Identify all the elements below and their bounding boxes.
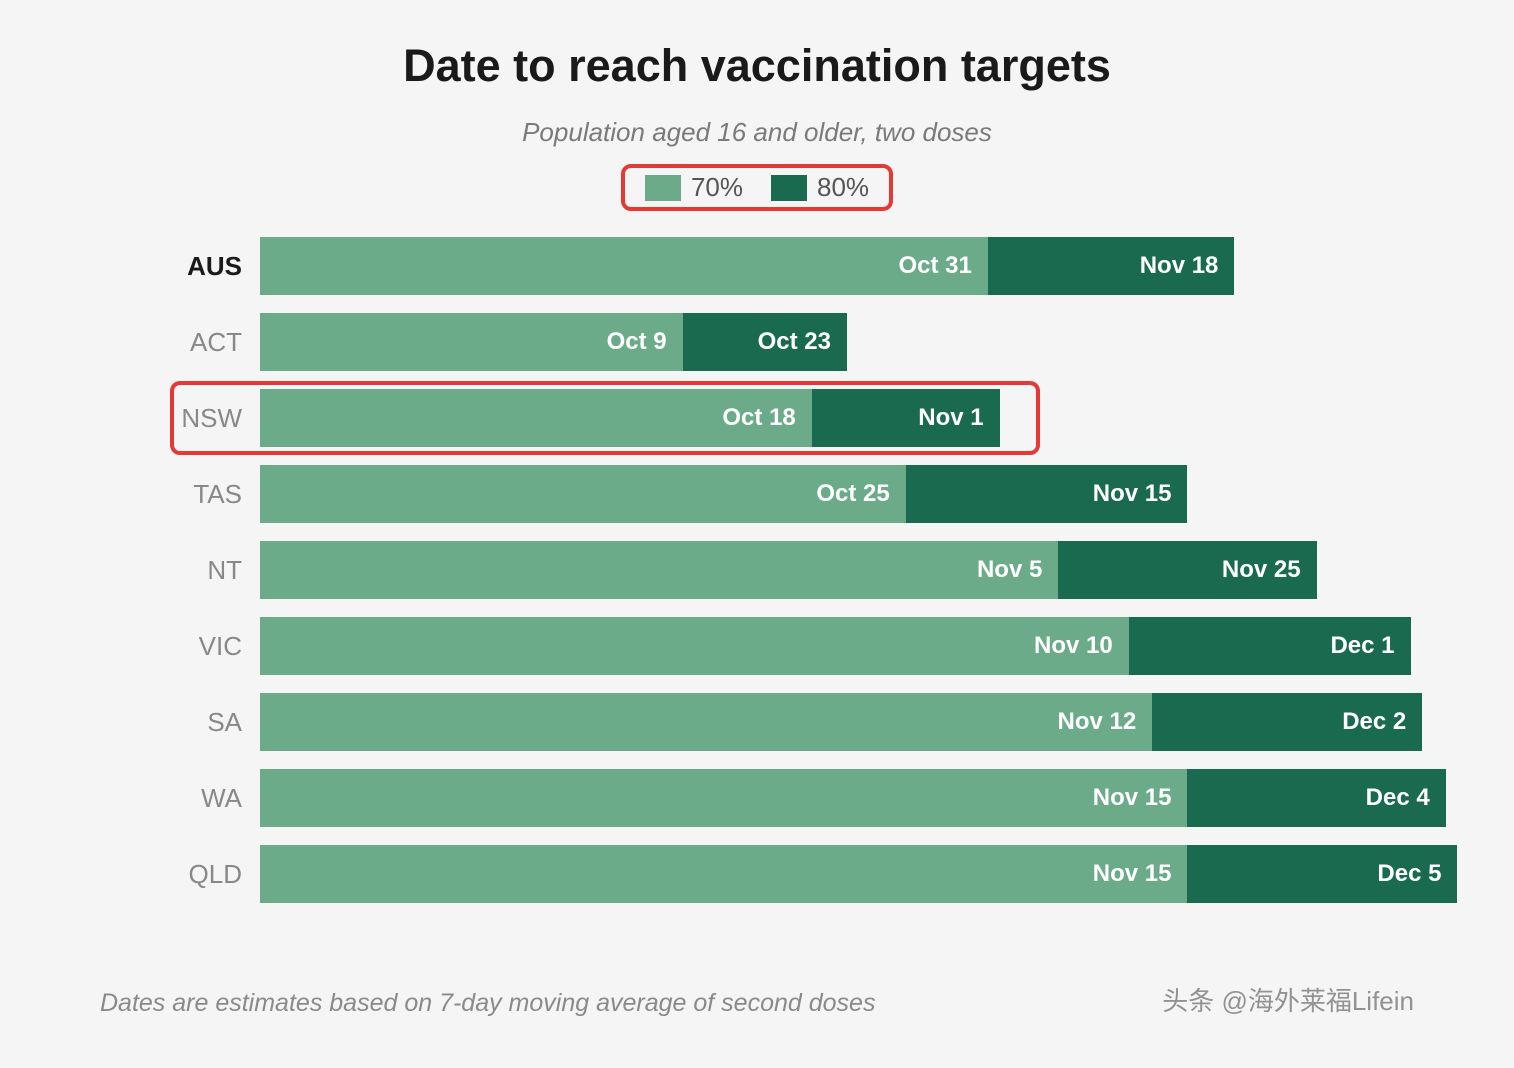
bar-track: Nov 15Dec 4 [260, 769, 1434, 827]
bar-segment-70: Nov 10 [260, 617, 1129, 675]
bar-segment-80: Nov 25 [1058, 541, 1316, 599]
legend-item-80: 80% [771, 172, 869, 203]
bar-segment-80: Dec 1 [1129, 617, 1411, 675]
chart-row: NSWOct 18Nov 1 [180, 389, 1434, 447]
bar-segment-70: Nov 15 [260, 769, 1187, 827]
legend-swatch-70 [645, 175, 681, 201]
legend-swatch-80 [771, 175, 807, 201]
bar-track: Nov 15Dec 5 [260, 845, 1434, 903]
bar-track: Oct 18Nov 1 [260, 389, 1434, 447]
bar-segment-80: Nov 1 [812, 389, 1000, 447]
row-label: VIC [180, 631, 260, 662]
row-label: AUS [180, 251, 260, 282]
row-label: ACT [180, 327, 260, 358]
chart-container: Date to reach vaccination targets Popula… [0, 0, 1514, 1068]
row-label: SA [180, 707, 260, 738]
bar-track: Oct 9Oct 23 [260, 313, 1434, 371]
chart-title: Date to reach vaccination targets [80, 40, 1434, 92]
bar-track: Oct 25Nov 15 [260, 465, 1434, 523]
chart-row: TASOct 25Nov 15 [180, 465, 1434, 523]
bar-segment-70: Nov 12 [260, 693, 1152, 751]
bar-segment-80: Dec 5 [1187, 845, 1457, 903]
row-label: QLD [180, 859, 260, 890]
chart-row: ACTOct 9Oct 23 [180, 313, 1434, 371]
row-label: NSW [180, 403, 260, 434]
chart-rows: AUSOct 31Nov 18ACTOct 9Oct 23NSWOct 18No… [180, 237, 1434, 903]
bar-segment-80: Nov 18 [988, 237, 1235, 295]
row-label: WA [180, 783, 260, 814]
bar-segment-70: Oct 25 [260, 465, 906, 523]
chart-row: NTNov 5Nov 25 [180, 541, 1434, 599]
chart-row: VICNov 10Dec 1 [180, 617, 1434, 675]
bar-segment-80: Dec 4 [1187, 769, 1445, 827]
chart-subtitle: Population aged 16 and older, two doses [80, 117, 1434, 148]
bar-segment-70: Oct 31 [260, 237, 988, 295]
watermark-text: 头条 @海外莱福Lifein [1162, 981, 1414, 1018]
bar-segment-80: Dec 2 [1152, 693, 1422, 751]
chart-row: SANov 12Dec 2 [180, 693, 1434, 751]
bar-segment-70: Nov 15 [260, 845, 1187, 903]
chart-legend: 70% 80% [623, 166, 891, 209]
bar-segment-70: Oct 9 [260, 313, 683, 371]
legend-item-70: 70% [645, 172, 743, 203]
bar-track: Nov 12Dec 2 [260, 693, 1434, 751]
chart-row: AUSOct 31Nov 18 [180, 237, 1434, 295]
row-label: TAS [180, 479, 260, 510]
bar-track: Oct 31Nov 18 [260, 237, 1434, 295]
bar-segment-80: Nov 15 [906, 465, 1188, 523]
bar-track: Nov 10Dec 1 [260, 617, 1434, 675]
chart-row: QLDNov 15Dec 5 [180, 845, 1434, 903]
legend-label-80: 80% [817, 172, 869, 203]
bar-segment-70: Oct 18 [260, 389, 812, 447]
bar-segment-70: Nov 5 [260, 541, 1058, 599]
bar-track: Nov 5Nov 25 [260, 541, 1434, 599]
row-label: NT [180, 555, 260, 586]
chart-row: WANov 15Dec 4 [180, 769, 1434, 827]
bar-segment-80: Oct 23 [683, 313, 847, 371]
chart-footnote: Dates are estimates based on 7-day movin… [100, 989, 875, 1018]
legend-label-70: 70% [691, 172, 743, 203]
